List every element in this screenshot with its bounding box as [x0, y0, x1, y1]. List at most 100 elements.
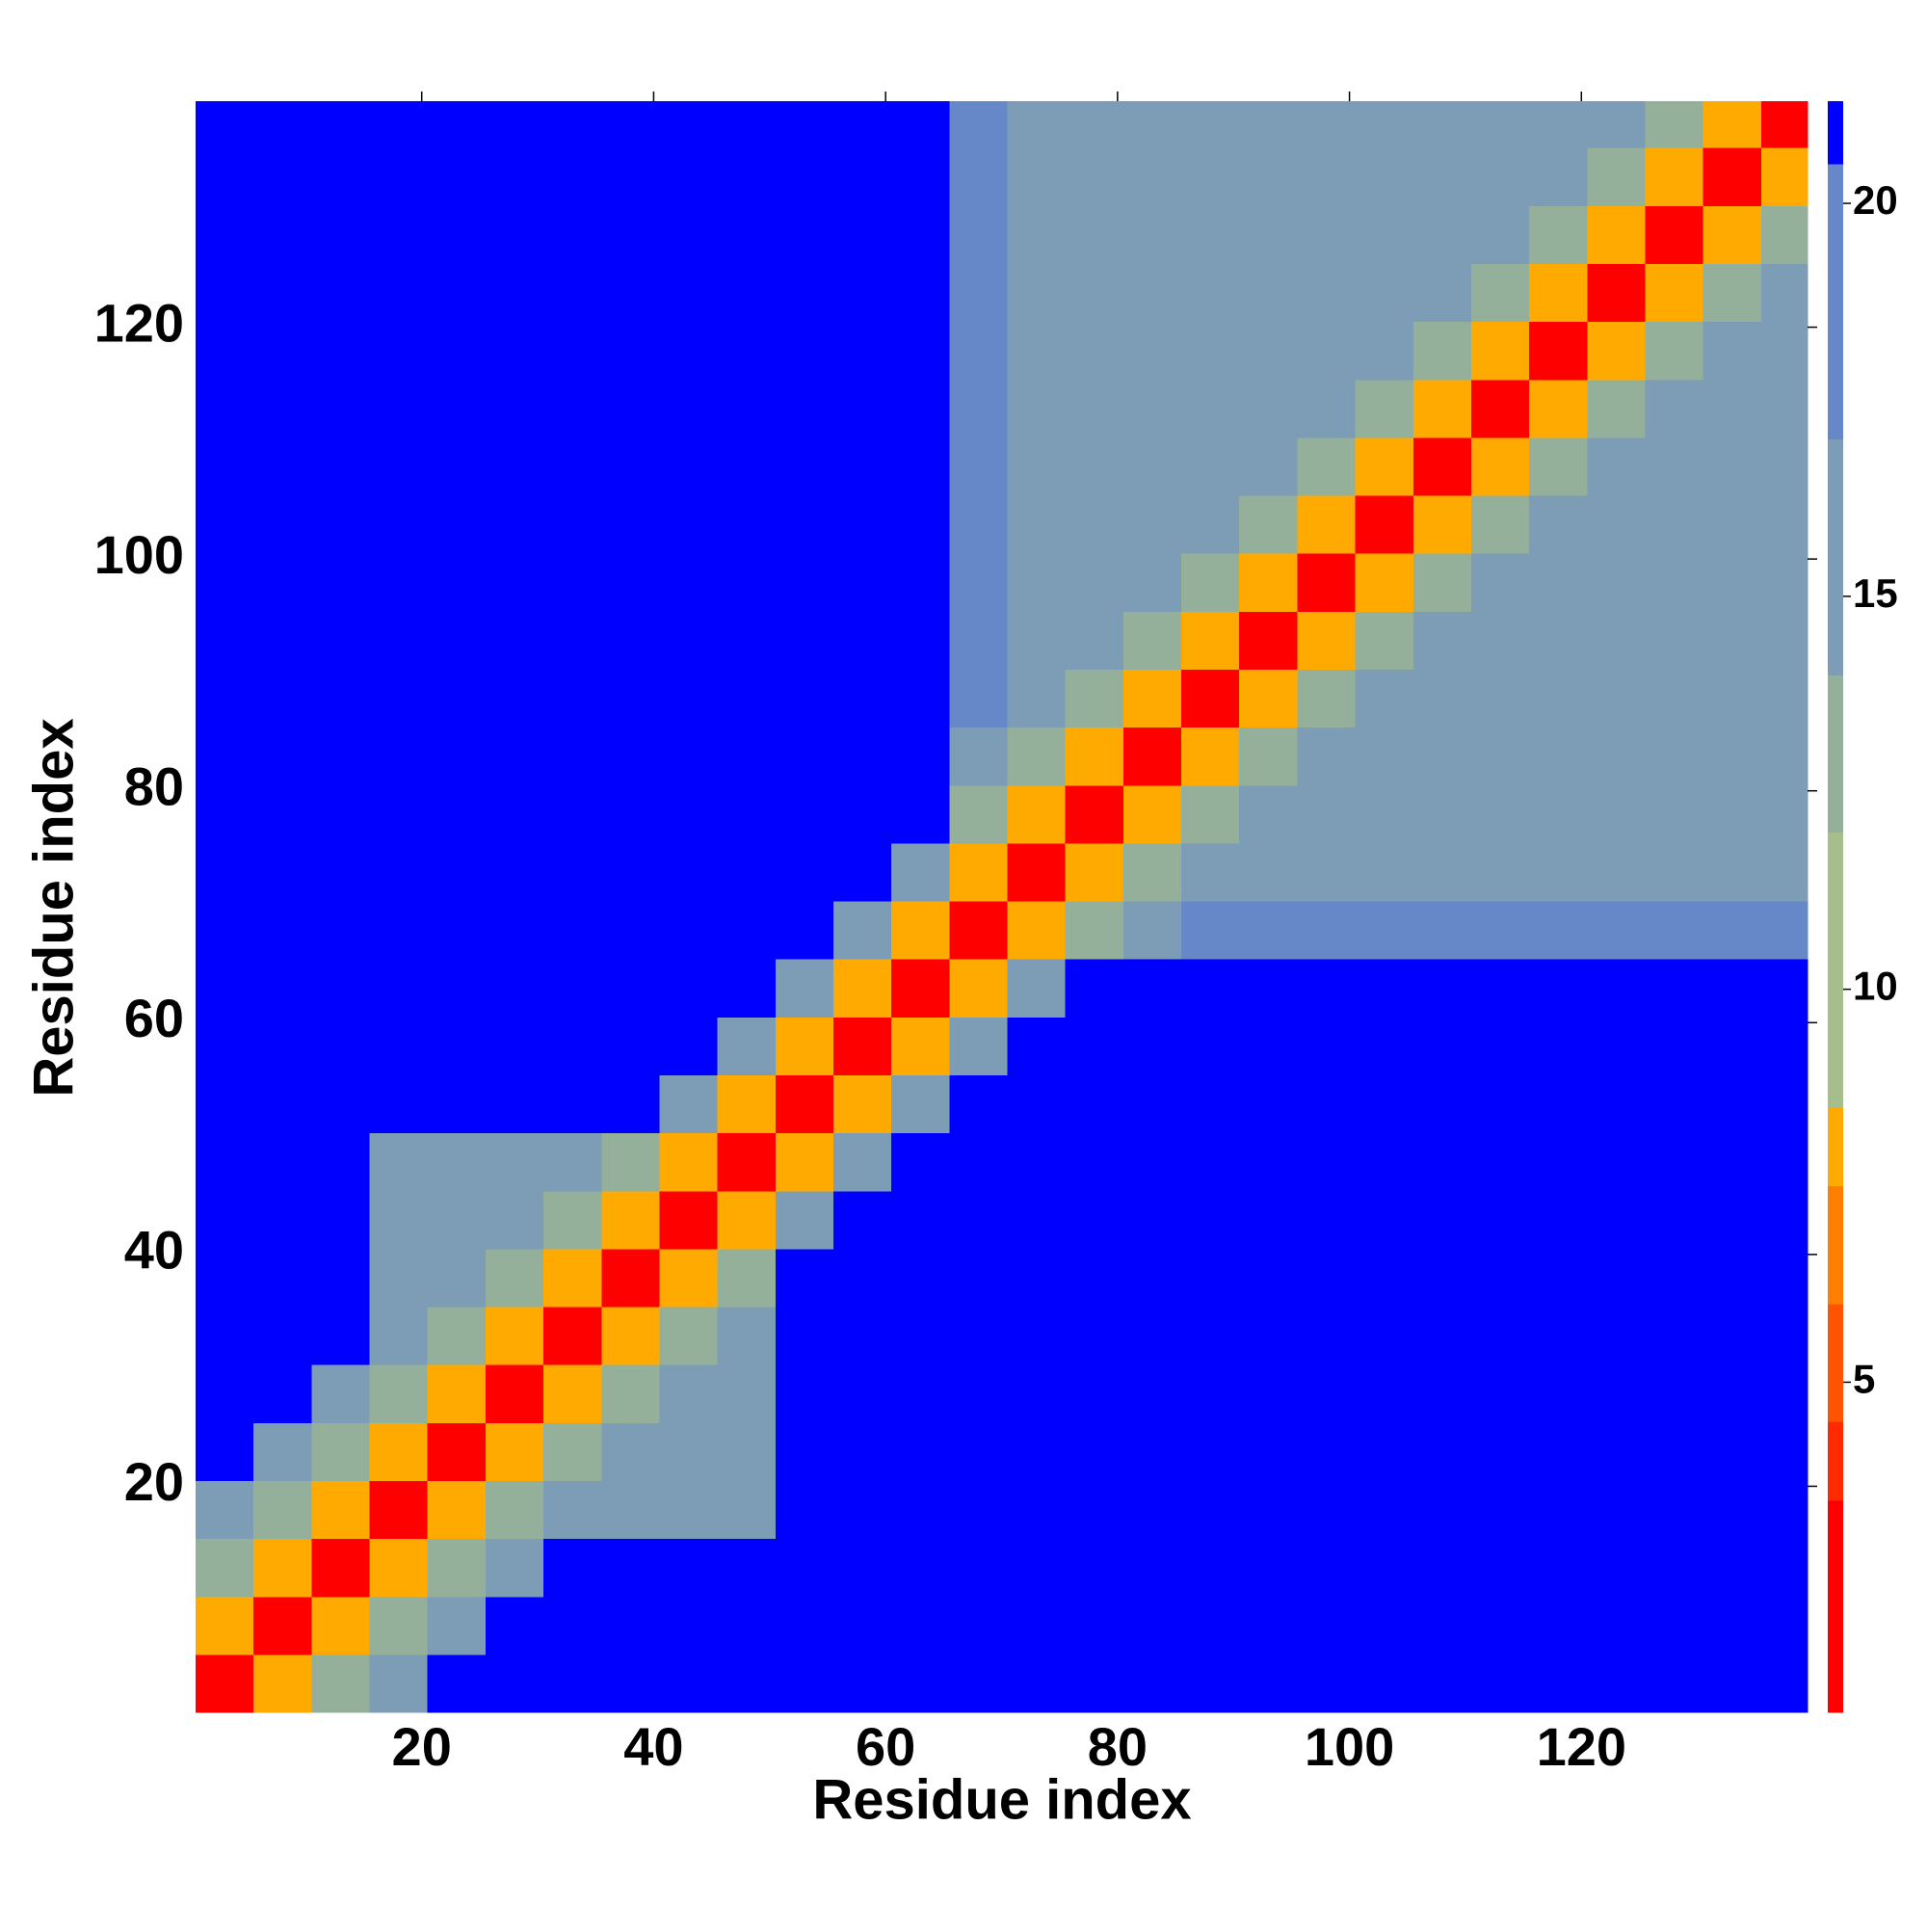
heatmap-cell [891, 900, 950, 960]
heatmap-cell [832, 147, 892, 206]
heatmap-cell [601, 1538, 661, 1598]
heatmap-cell [1065, 1248, 1124, 1308]
heatmap-cell [832, 842, 892, 902]
heatmap-cell [1412, 1017, 1472, 1076]
heatmap-cell [601, 321, 661, 381]
heatmap-cell [1355, 553, 1414, 612]
heatmap-cell [1470, 611, 1530, 671]
heatmap-cell [311, 1017, 371, 1076]
heatmap-cell [311, 1306, 371, 1365]
heatmap-cell [253, 263, 312, 323]
heatmap-cell [1645, 263, 1704, 323]
heatmap-cell [543, 147, 602, 206]
heatmap-cell [1065, 784, 1124, 844]
heatmap-cell [253, 101, 312, 148]
heatmap-cell [1470, 379, 1530, 438]
heatmap-cell [1412, 1190, 1472, 1250]
heatmap-cell [1412, 494, 1472, 554]
heatmap-cell [949, 900, 1009, 960]
heatmap-cell [1645, 959, 1704, 1018]
heatmap-cell [427, 101, 487, 148]
heatmap-cell [1587, 321, 1647, 381]
heatmap-cell [1122, 1480, 1182, 1540]
heatmap-cell [1239, 727, 1299, 786]
heatmap-cell [1587, 900, 1647, 960]
heatmap-cell [1122, 437, 1182, 496]
heatmap-cell [1007, 1306, 1067, 1365]
heatmap-cell [427, 147, 487, 206]
heatmap-cell [1587, 669, 1647, 728]
heatmap-cell [253, 437, 312, 496]
colorbar-band [1828, 164, 1843, 440]
heatmap-cell [311, 611, 371, 671]
y-tick-label: 20 [124, 1451, 184, 1512]
heatmap-cell [1297, 1538, 1357, 1598]
heatmap-cell [1065, 1306, 1124, 1365]
heatmap-cell [1239, 1190, 1299, 1250]
heatmap-cell [1587, 553, 1647, 612]
heatmap-cell [427, 1480, 487, 1540]
heatmap-cell [543, 494, 602, 554]
heatmap-cell [775, 1306, 834, 1365]
heatmap-cell [832, 1480, 892, 1540]
colorbar-band [1828, 675, 1843, 834]
heatmap-cell [1645, 147, 1704, 206]
heatmap-cell [1412, 1538, 1472, 1598]
heatmap-cell [1412, 205, 1472, 265]
heatmap-cell [1587, 1364, 1647, 1423]
heatmap-cell [1760, 1017, 1808, 1076]
heatmap-cell [196, 494, 254, 554]
heatmap-cell [601, 553, 661, 612]
heatmap-cell [1007, 611, 1067, 671]
heatmap-cell [891, 1422, 950, 1482]
heatmap-cell [775, 1422, 834, 1482]
heatmap-cell [427, 959, 487, 1018]
heatmap-cell [1645, 784, 1704, 844]
heatmap-cell [601, 1074, 661, 1134]
heatmap-cell [1587, 1074, 1647, 1134]
heatmap-cell [832, 1074, 892, 1134]
heatmap-cell [717, 669, 777, 728]
heatmap-cell [1065, 842, 1124, 902]
heatmap-cell [717, 842, 777, 902]
heatmap-cell [427, 1248, 487, 1308]
heatmap-cell [1007, 842, 1067, 902]
heatmap-cell [1470, 1074, 1530, 1134]
heatmap-cell [949, 101, 1009, 148]
heatmap-cell [1065, 727, 1124, 786]
heatmap-cell [369, 1422, 429, 1482]
heatmap-cell [1181, 842, 1240, 902]
heatmap-cell [196, 1190, 254, 1250]
heatmap-cell [311, 669, 371, 728]
heatmap-cell [1703, 205, 1762, 265]
heatmap-cell [659, 1654, 719, 1713]
heatmap-cell [1760, 1480, 1808, 1540]
y-tick-label: 40 [124, 1220, 184, 1281]
heatmap-cell [369, 669, 429, 728]
heatmap-cell [196, 727, 254, 786]
heatmap-cell [369, 1190, 429, 1250]
heatmap-cell [1181, 1190, 1240, 1250]
heatmap-cell [427, 379, 487, 438]
heatmap-cell [1587, 1596, 1647, 1655]
heatmap-cell [891, 147, 950, 206]
heatmap-cell [1645, 553, 1704, 612]
heatmap-cell [659, 101, 719, 148]
heatmap-cell [949, 1538, 1009, 1598]
heatmap-cell [891, 1132, 950, 1192]
heatmap-cell [1470, 784, 1530, 844]
heatmap-cell [1297, 900, 1357, 960]
heatmap-cell [1760, 1596, 1808, 1655]
y-tick-label: 120 [94, 292, 184, 353]
heatmap-cell [485, 147, 544, 206]
heatmap-cell [717, 1306, 777, 1365]
heatmap-cell [1412, 263, 1472, 323]
heatmap-cell [427, 553, 487, 612]
heatmap-cell [196, 842, 254, 902]
heatmap-cell [196, 1538, 254, 1598]
heatmap-cell [775, 101, 834, 148]
heatmap-cell [311, 147, 371, 206]
heatmap-cell [1239, 437, 1299, 496]
heatmap-cell [543, 1654, 602, 1713]
heatmap-cell [1239, 1596, 1299, 1655]
